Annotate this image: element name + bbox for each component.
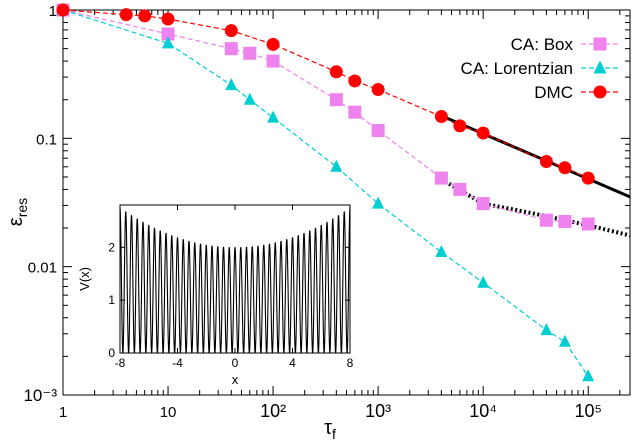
y-axis-label-sub: res — [14, 198, 30, 217]
data-point — [224, 42, 238, 56]
data-point — [558, 161, 572, 175]
x-axis-label: τf — [324, 417, 336, 442]
inset-x-tick-label: 0 — [232, 356, 239, 370]
inset-x-axis-label: x — [232, 372, 239, 387]
data-point — [453, 119, 467, 133]
legend-item-ca-lorentzian: CA: Lorentzian — [461, 59, 619, 78]
data-point — [348, 105, 362, 119]
data-point — [330, 159, 343, 172]
series-dmc — [56, 3, 595, 185]
data-point — [558, 214, 572, 228]
data-point — [371, 124, 385, 138]
inset-axis-ticks: -8 -4 0 4 8 0 1 2 — [108, 205, 354, 370]
inset-x-tick-label: -4 — [172, 356, 183, 370]
inset-y-tick-label: 2 — [108, 240, 115, 254]
data-point — [540, 323, 553, 336]
inset-y-tick-label: 1 — [108, 293, 115, 307]
data-point — [329, 65, 343, 79]
x-axis-label-sub: f — [332, 426, 336, 442]
data-point — [581, 171, 595, 185]
data-point — [477, 275, 490, 288]
data-point — [434, 171, 448, 185]
data-point — [243, 46, 257, 60]
x-tick-label: 10² — [260, 401, 286, 421]
legend-marker — [593, 60, 607, 74]
y-axis-label-main: ε — [5, 217, 27, 226]
data-point — [267, 110, 280, 123]
data-point — [435, 245, 448, 258]
data-point — [225, 78, 238, 91]
data-point — [371, 83, 385, 97]
series-line — [62, 9, 589, 225]
legend-item-ca-box: CA: Box — [511, 35, 619, 54]
data-point — [539, 213, 553, 227]
inset-x-tick-label: 4 — [289, 356, 296, 370]
series-ca-box — [56, 3, 595, 231]
data-point — [138, 9, 152, 23]
inset-background — [120, 205, 350, 353]
y-tick-label: 0.1 — [36, 131, 57, 148]
x-tick-label: 10³ — [365, 401, 391, 421]
data-point — [581, 217, 595, 231]
data-point — [539, 154, 553, 168]
data-point — [56, 3, 70, 17]
x-tick-label: 1 — [59, 404, 67, 421]
data-point — [453, 182, 467, 196]
legend: CA: Box CA: Lorentzian DMC — [461, 35, 619, 102]
box-fit-line — [440, 177, 631, 238]
series-ca-lorentzian — [57, 3, 595, 382]
legend-label: CA: Box — [511, 35, 574, 54]
x-tick-label: 10 — [160, 404, 177, 421]
main-series — [56, 3, 595, 382]
data-point — [224, 24, 238, 38]
inset-y-tick-label: 0 — [108, 346, 115, 360]
legend-marker — [593, 37, 607, 51]
data-point — [348, 74, 362, 88]
y-tick-label: 10⁻³ — [23, 386, 57, 405]
x-tick-label: 10⁴ — [469, 401, 497, 421]
y-axis-label: εres — [5, 198, 30, 226]
data-point — [582, 369, 595, 382]
data-point — [476, 197, 490, 211]
legend-marker — [593, 85, 607, 99]
legend-item-dmc: DMC — [534, 83, 619, 102]
inset-potential-curve — [119, 207, 351, 354]
y-tick-label: 0.01 — [28, 260, 57, 277]
data-point — [372, 196, 385, 209]
legend-label: CA: Lorentzian — [461, 59, 573, 78]
data-point — [161, 27, 175, 41]
data-point — [266, 54, 280, 68]
data-point — [161, 12, 175, 26]
x-axis-label-main: τ — [324, 417, 332, 439]
data-point — [476, 126, 490, 140]
data-point — [119, 8, 133, 22]
y-tick-label: 1 — [49, 3, 57, 20]
series-line — [62, 9, 589, 179]
legend-label: DMC — [534, 83, 573, 102]
data-point — [266, 37, 280, 51]
data-point — [162, 36, 175, 49]
data-point — [434, 109, 448, 123]
data-point — [329, 93, 343, 107]
data-point — [243, 92, 256, 105]
inset-x-tick-label: 8 — [347, 356, 354, 370]
inset-y-axis-label: V(x) — [77, 267, 92, 291]
inset-plot: -8 -4 0 4 8 0 1 2 x V(x) — [77, 204, 354, 387]
inset-x-tick-label: -8 — [115, 356, 126, 370]
inset-curve-group — [119, 207, 351, 354]
x-tick-label: 10⁵ — [574, 401, 601, 421]
data-point — [558, 334, 571, 347]
